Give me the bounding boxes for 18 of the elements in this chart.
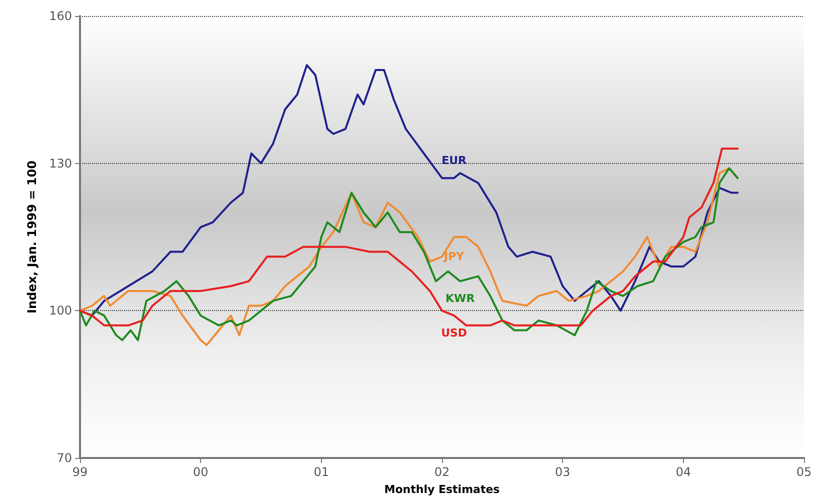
y-tick-label: 130 xyxy=(49,156,72,170)
x-tick-label: 00 xyxy=(193,465,208,479)
y-tick-label: 160 xyxy=(49,9,72,23)
series-label: JPY xyxy=(443,250,466,263)
series-label: KWR xyxy=(446,292,476,306)
y-tick-label: 70 xyxy=(56,451,72,465)
y-tick-label: 100 xyxy=(49,304,72,318)
y-axis-title: Index, Jan. 1999 = 100 xyxy=(25,160,39,314)
x-axis-title: Monthly Estimates xyxy=(384,483,500,496)
series-label: EUR xyxy=(442,154,468,168)
x-tick-label: 01 xyxy=(314,465,329,479)
x-tick-label: 03 xyxy=(555,465,570,479)
x-tick-label: 02 xyxy=(434,465,450,479)
line-series xyxy=(79,148,739,326)
x-tick-label: 99 xyxy=(72,465,88,479)
series-label: USD xyxy=(441,326,468,340)
x-tick-label: 05 xyxy=(796,465,812,479)
x-tick-label: 04 xyxy=(676,465,691,479)
